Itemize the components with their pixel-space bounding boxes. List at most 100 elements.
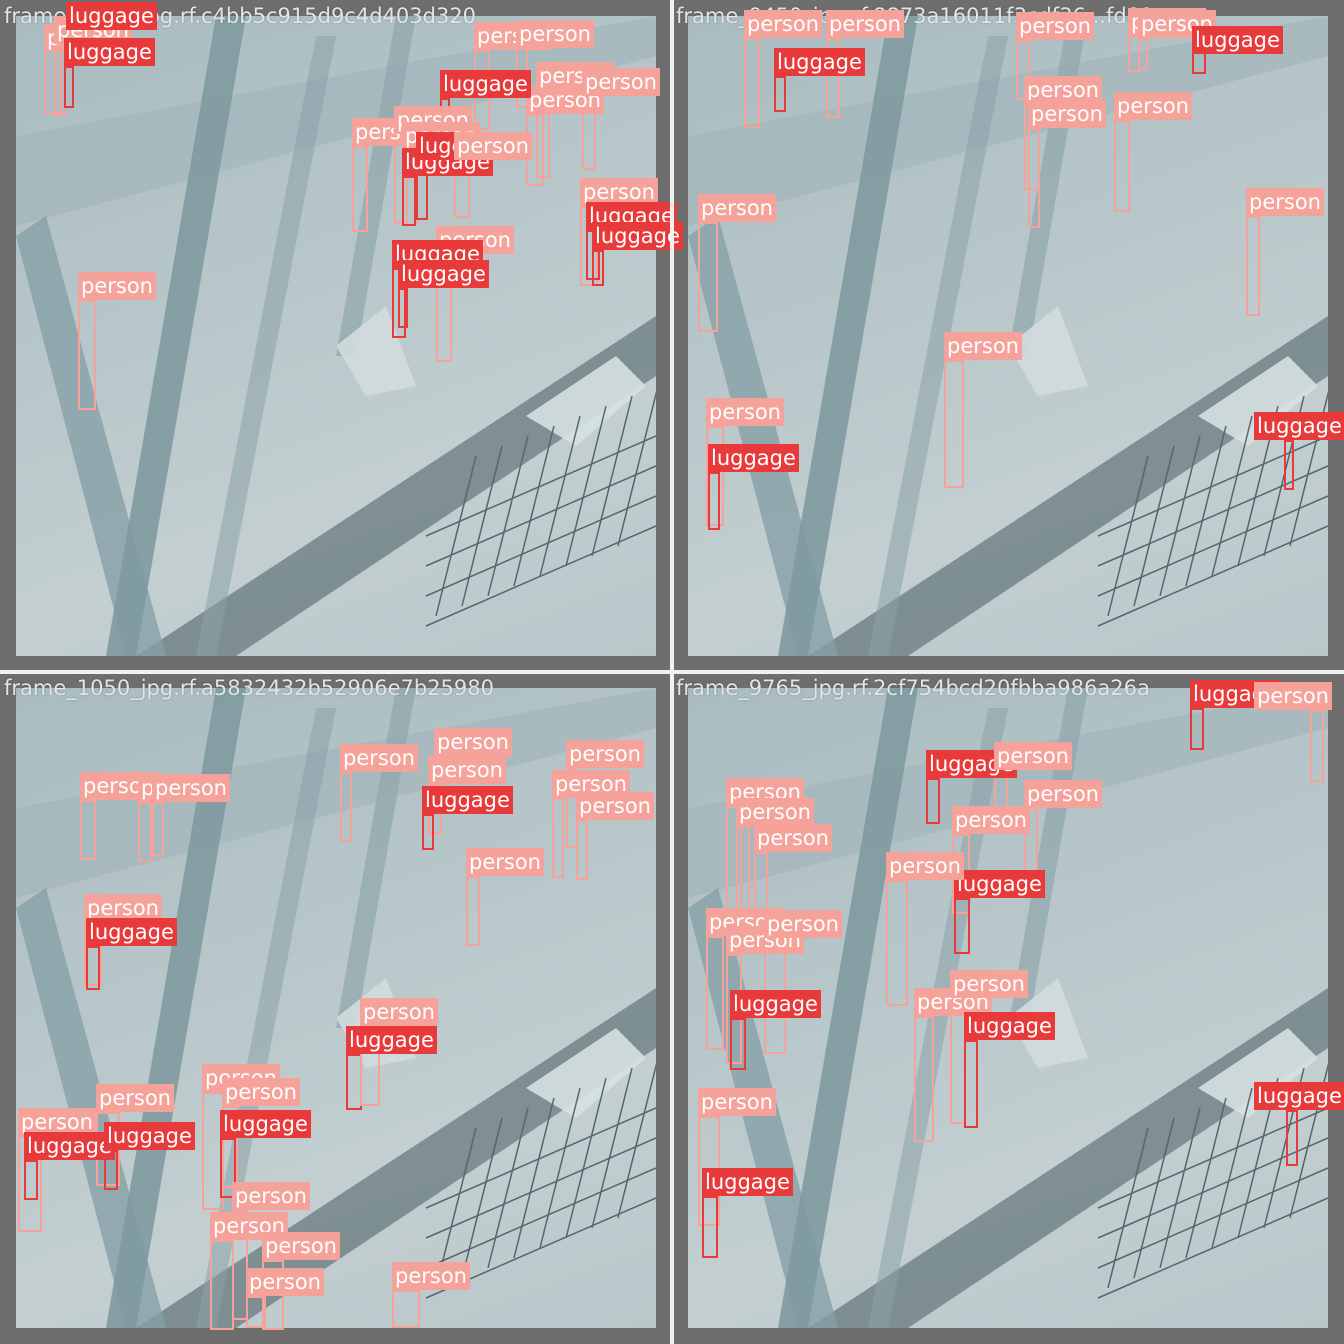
luggage-detection-label: luggage xyxy=(702,1168,793,1196)
mosaic-tile-3: frame_1050_jpg.rf.a5832432b52906e7b25980 xyxy=(0,672,672,1344)
person-detection-label: person xyxy=(580,178,658,206)
person-detection-label: person xyxy=(744,10,822,38)
person-detection-label: person xyxy=(232,1182,310,1210)
scene-backdrop xyxy=(16,16,656,656)
luggage-detection-label: luggage xyxy=(592,222,683,250)
person-detection-label: person xyxy=(222,1078,300,1106)
luggage-detection-label: luggage xyxy=(1254,412,1344,440)
person-detection-label: person xyxy=(754,824,832,852)
luggage-detection-label: luggage xyxy=(964,1012,1055,1040)
person-detection-label: person xyxy=(698,1088,776,1116)
person-detection-box xyxy=(1114,120,1130,212)
luggage-detection-label: luggage xyxy=(1254,1082,1344,1110)
luggage-detection-box xyxy=(730,1018,746,1070)
luggage-detection-label: luggage xyxy=(422,786,513,814)
luggage-detection-label: luggage xyxy=(730,990,821,1018)
luggage-detection-box xyxy=(1286,1110,1298,1166)
person-detection-label: person xyxy=(1024,780,1102,808)
person-detection-box xyxy=(466,876,480,946)
person-detection-box xyxy=(352,146,368,232)
person-detection-box xyxy=(152,802,164,856)
person-detection-box xyxy=(232,1210,248,1320)
luggage-detection-box xyxy=(64,66,74,108)
person-detection-label: person xyxy=(454,132,532,160)
person-detection-label: person xyxy=(84,894,162,922)
luggage-detection-label: luggage xyxy=(220,1110,311,1138)
person-detection-label: person xyxy=(1246,188,1324,216)
tile-image xyxy=(688,16,1328,656)
person-detection-box xyxy=(340,772,352,842)
luggage-detection-box xyxy=(592,250,604,286)
person-detection-label: person xyxy=(360,998,438,1026)
person-detection-box xyxy=(1246,216,1260,316)
person-detection-box xyxy=(886,880,908,1006)
luggage-detection-box xyxy=(954,898,970,954)
person-detection-box xyxy=(826,38,840,118)
tile-filename: frame_1050_jpg.rf.a5832432b52906e7b25980 xyxy=(4,676,495,700)
person-detection-label: person xyxy=(994,742,1072,770)
person-detection-label: person xyxy=(516,20,594,48)
person-detection-box xyxy=(552,798,564,878)
person-detection-label: person xyxy=(78,272,156,300)
person-detection-label: person xyxy=(826,10,904,38)
person-detection-box xyxy=(246,1296,266,1328)
luggage-detection-box xyxy=(964,1040,978,1128)
mosaic-tile-2: frame_9450_jpg.rf.8873a16011f3cdf36...fd… xyxy=(672,0,1344,672)
luggage-detection-label: luggage xyxy=(774,48,865,76)
luggage-detection-box xyxy=(422,814,434,850)
luggage-detection-box xyxy=(708,472,720,530)
person-detection-box xyxy=(1138,38,1148,70)
person-detection-label: person xyxy=(246,1268,324,1296)
person-detection-label: person xyxy=(392,1262,470,1290)
person-detection-label: person xyxy=(262,1232,340,1260)
person-detection-box xyxy=(222,1106,238,1188)
person-detection-box xyxy=(944,360,964,488)
luggage-detection-label: luggage xyxy=(86,918,177,946)
person-detection-label: person xyxy=(576,792,654,820)
luggage-detection-box xyxy=(86,946,100,990)
person-detection-box xyxy=(1016,40,1030,100)
person-detection-box xyxy=(80,800,96,860)
person-detection-label: person xyxy=(1138,10,1216,38)
luggage-detection-label: luggage xyxy=(104,1122,195,1150)
person-detection-label: person xyxy=(952,806,1030,834)
luggage-detection-label: luggage xyxy=(440,70,531,98)
luggage-detection-label: luggage xyxy=(346,1026,437,1054)
person-detection-label: person xyxy=(764,910,842,938)
person-detection-label: person xyxy=(1028,100,1106,128)
luggage-detection-label: luggage xyxy=(24,1132,115,1160)
person-detection-label: person xyxy=(152,774,230,802)
person-detection-box xyxy=(1028,128,1040,228)
luggage-detection-box xyxy=(398,288,408,328)
luggage-detection-box xyxy=(774,76,786,112)
person-detection-label: person xyxy=(886,852,964,880)
person-detection-label: person xyxy=(1024,76,1102,104)
person-detection-label: person xyxy=(18,1108,96,1136)
person-detection-label: person xyxy=(340,744,418,772)
tile-filename: frame_9765_jpg.rf.2cf754bcd20fbba986a26a xyxy=(676,676,1150,700)
person-detection-label: person xyxy=(466,848,544,876)
person-detection-box xyxy=(706,936,724,1050)
luggage-detection-box xyxy=(702,1196,718,1258)
luggage-detection-label: luggage xyxy=(398,260,489,288)
tile-image xyxy=(16,688,656,1328)
person-detection-label: person xyxy=(944,332,1022,360)
luggage-detection-box xyxy=(1284,440,1294,490)
person-detection-box xyxy=(576,820,588,880)
person-detection-box xyxy=(706,426,724,526)
person-detection-label: person xyxy=(1114,92,1192,120)
person-detection-label: person xyxy=(706,398,784,426)
person-detection-label: person xyxy=(950,970,1028,998)
person-detection-box xyxy=(78,300,96,410)
luggage-detection-box xyxy=(926,778,940,824)
person-detection-box xyxy=(736,826,750,916)
person-detection-label: person xyxy=(428,756,506,784)
luggage-detection-label: luggage xyxy=(64,38,155,66)
luggage-detection-label: luggage xyxy=(708,444,799,472)
person-detection-box xyxy=(914,1016,934,1142)
scene-backdrop xyxy=(688,16,1328,656)
person-detection-label: person xyxy=(434,728,512,756)
luggage-detection-box xyxy=(24,1160,38,1200)
person-detection-label: person xyxy=(736,798,814,826)
person-detection-box xyxy=(138,802,152,862)
